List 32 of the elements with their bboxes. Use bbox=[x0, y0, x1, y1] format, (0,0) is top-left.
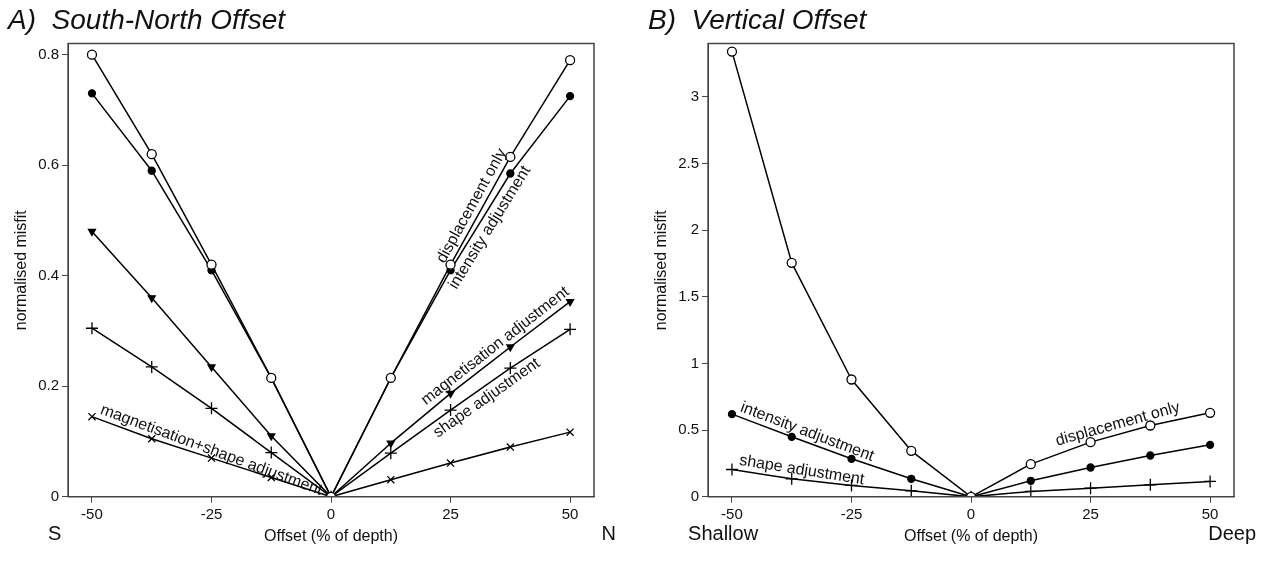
y-axis-title: normalised misfit bbox=[652, 209, 670, 331]
x-tick-label: 0 bbox=[326, 504, 336, 522]
y-tick-label: 2 bbox=[690, 220, 700, 238]
y-tick-label: 0.2 bbox=[38, 376, 60, 394]
x-axis-title: Offset (% of depth) bbox=[904, 526, 1039, 544]
y-tick-label: 2.5 bbox=[678, 153, 700, 171]
x-tick-label: -25 bbox=[200, 504, 223, 522]
x-tick-label: 50 bbox=[561, 504, 579, 522]
x-tick-label: -50 bbox=[81, 504, 103, 522]
y-tick-label: 1.5 bbox=[678, 287, 700, 304]
text: Deep bbox=[1208, 522, 1256, 545]
text: Shallow bbox=[688, 522, 759, 545]
chart-title: B) Vertical Offset bbox=[648, 3, 868, 35]
y-tick-label: 0.4 bbox=[38, 265, 60, 283]
x-tick-label: 50 bbox=[1201, 504, 1219, 522]
x-axis-title: Offset (% of depth) bbox=[264, 526, 399, 544]
x-tick-label: 25 bbox=[1082, 504, 1099, 522]
y-tick-label: 0.8 bbox=[38, 44, 60, 62]
y-axis-title: normalised misfit bbox=[12, 209, 30, 331]
y-tick-label: 0 bbox=[50, 486, 60, 504]
y-tick-label: 1 bbox=[690, 353, 700, 371]
y-tick-label: 0.6 bbox=[38, 155, 60, 173]
x-tick-label: -25 bbox=[840, 504, 863, 522]
y-tick-label: 3 bbox=[690, 87, 700, 105]
x-tick-label: 0 bbox=[966, 504, 976, 522]
y-tick-label: 0.5 bbox=[678, 420, 700, 438]
chart-title: A) South-North Offset bbox=[6, 3, 287, 35]
text: S bbox=[48, 522, 62, 545]
y-tick-label: 0 bbox=[690, 486, 700, 504]
x-tick-label: -50 bbox=[721, 504, 743, 522]
text: N bbox=[601, 522, 616, 545]
x-tick-label: 25 bbox=[442, 504, 459, 522]
